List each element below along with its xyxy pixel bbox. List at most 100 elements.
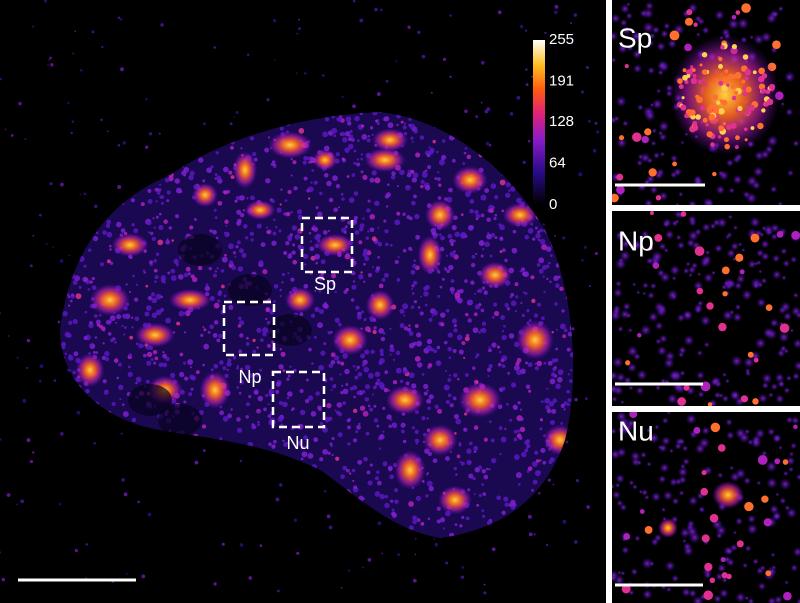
speck (96, 351, 99, 354)
speck (222, 366, 226, 370)
speck (209, 267, 212, 270)
bright-spot (772, 40, 781, 49)
speck (39, 214, 42, 217)
bright-spot (677, 397, 686, 406)
speck (531, 299, 535, 303)
speck (446, 400, 450, 404)
speck (780, 248, 787, 255)
speck (360, 271, 362, 273)
speck (524, 235, 529, 240)
speck (390, 500, 393, 503)
speck (535, 233, 541, 239)
speck (423, 384, 428, 389)
speck (353, 280, 355, 282)
colorbar-tick-label: 64 (549, 155, 566, 172)
speck (524, 449, 528, 453)
speck (412, 515, 417, 520)
speck (311, 411, 317, 417)
speck (227, 358, 231, 362)
speck (611, 57, 617, 63)
speck (771, 552, 776, 557)
speck (639, 490, 643, 494)
speck (213, 364, 218, 369)
speck (298, 27, 301, 30)
speck (212, 230, 217, 235)
speck (437, 346, 441, 350)
speck (319, 309, 324, 314)
speck (678, 346, 687, 355)
speck (537, 231, 540, 234)
bright-spot (743, 54, 749, 60)
speck (320, 351, 325, 356)
speck (714, 244, 723, 253)
speck (239, 195, 245, 201)
speck (136, 342, 139, 345)
speck (384, 229, 388, 233)
speck (448, 332, 453, 337)
speck (308, 348, 312, 352)
speck (8, 335, 10, 337)
speck (372, 330, 376, 334)
speck (423, 291, 428, 296)
speck (339, 373, 341, 375)
speck (654, 425, 659, 430)
speck (102, 230, 107, 235)
speck (158, 362, 163, 367)
speck (403, 440, 406, 443)
speck (60, 183, 64, 187)
speck (640, 153, 651, 164)
speck (323, 342, 326, 345)
speck (695, 228, 702, 235)
speck (145, 146, 148, 149)
speck (364, 318, 367, 321)
speck (144, 311, 149, 316)
speck (468, 474, 473, 479)
speck (22, 399, 26, 403)
speck (425, 494, 429, 498)
bright-spot (656, 195, 661, 200)
speck (541, 316, 545, 320)
speck (373, 386, 377, 390)
speck (146, 361, 151, 366)
speck (364, 349, 369, 354)
speck (287, 254, 292, 259)
speck (429, 318, 433, 322)
speck (214, 320, 219, 325)
speck (163, 219, 167, 223)
speck (165, 178, 170, 183)
bright-spot (704, 83, 707, 86)
speck (667, 39, 677, 49)
speck (562, 236, 565, 239)
speck (656, 89, 661, 94)
speck (101, 326, 106, 331)
speck (365, 326, 371, 332)
speck (354, 191, 359, 196)
speck (304, 72, 306, 74)
speck (437, 171, 439, 173)
speck (368, 200, 371, 203)
speck (203, 449, 206, 452)
speck (292, 250, 296, 254)
speck (246, 197, 248, 199)
speck (380, 494, 385, 499)
speck (70, 132, 72, 134)
speck (183, 400, 186, 403)
speck (547, 409, 552, 414)
speck (412, 177, 417, 182)
speck (157, 191, 161, 195)
speck (413, 281, 418, 286)
speck (669, 449, 674, 454)
speck (403, 367, 407, 371)
speck (454, 414, 459, 419)
speck (610, 449, 621, 460)
colorbar-tick-label: 128 (549, 113, 574, 130)
speck (539, 459, 541, 461)
speck (357, 139, 360, 142)
bright-spot (751, 234, 760, 243)
speck (466, 449, 471, 454)
speck (274, 59, 276, 61)
speck (552, 367, 556, 371)
speck (669, 478, 678, 487)
speck (507, 307, 510, 310)
speck (562, 334, 566, 338)
